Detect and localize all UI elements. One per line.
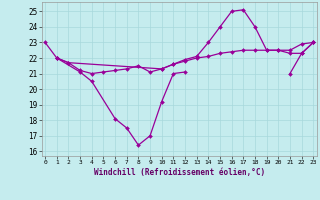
X-axis label: Windchill (Refroidissement éolien,°C): Windchill (Refroidissement éolien,°C) bbox=[94, 168, 265, 177]
